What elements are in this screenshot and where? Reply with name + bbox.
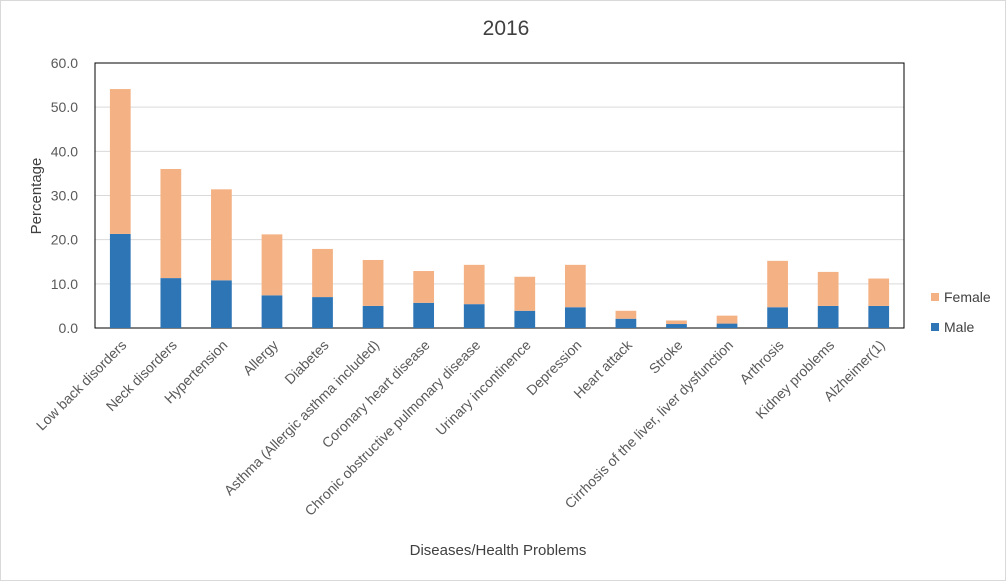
bar-male: [615, 318, 637, 328]
bar-female: [817, 271, 839, 306]
x-tick-label: Arthrosis: [736, 337, 786, 387]
x-tick-label: Low back disorders: [33, 337, 130, 434]
bar-male: [463, 304, 485, 328]
bar-female: [413, 271, 435, 303]
chart-title: 2016: [483, 17, 530, 40]
y-tick-label: 30.0: [51, 188, 78, 204]
bar-female: [463, 264, 485, 305]
bar-male: [312, 297, 333, 328]
bar-male: [817, 305, 839, 328]
bar-female: [362, 259, 384, 306]
bar-female: [767, 260, 788, 308]
x-tick-label: Chronic obstructive pulmonary disease: [301, 337, 483, 519]
y-tick-label: 0.0: [59, 320, 79, 336]
bar-male: [211, 280, 232, 328]
y-tick-label: 50.0: [51, 99, 78, 115]
bar-female: [211, 189, 232, 281]
bar-male: [716, 323, 738, 328]
bar-male: [413, 302, 435, 328]
bars: [109, 89, 890, 328]
x-tick-label: Stroke: [646, 337, 686, 377]
bar-male: [109, 233, 131, 328]
legend: Female Male: [931, 289, 991, 335]
bar-male: [160, 278, 182, 328]
bar-male: [514, 310, 536, 328]
bar-female: [514, 276, 536, 311]
bar-female: [868, 278, 890, 306]
y-tick-label: 20.0: [51, 232, 78, 248]
x-tick-label: Allergy: [240, 337, 282, 379]
bar-female: [615, 310, 637, 319]
legend-label-male: Male: [944, 319, 975, 335]
bar-female: [716, 315, 738, 324]
bar-female: [160, 169, 182, 279]
plot-area-border: [94, 62, 905, 329]
bar-male: [362, 305, 384, 328]
x-tick-label: Diabetes: [281, 337, 331, 387]
legend-label-female: Female: [944, 289, 991, 305]
bar-female: [109, 89, 131, 234]
legend-swatch-male: [931, 323, 939, 331]
bar-female: [312, 248, 333, 298]
bar-male: [767, 307, 788, 328]
legend-swatch-female: [931, 293, 939, 301]
bar-male: [868, 305, 890, 328]
x-axis-title: Diseases/Health Problems: [410, 542, 587, 559]
x-tick-label: Urinary incontinence: [432, 337, 534, 439]
y-tick-label: 60.0: [51, 55, 78, 71]
bar-female: [564, 264, 586, 308]
y-axis-ticks: 0.0 10.0 20.0 30.0 40.0 50.0 60.0: [51, 55, 78, 336]
y-axis-title: Percentage: [28, 158, 45, 235]
bar-male: [666, 324, 687, 328]
bar-male: [261, 295, 283, 328]
bar-female: [261, 234, 283, 296]
bar-male: [564, 307, 586, 328]
y-tick-label: 10.0: [51, 276, 78, 292]
y-tick-label: 40.0: [51, 143, 78, 159]
bar-female: [666, 320, 687, 325]
